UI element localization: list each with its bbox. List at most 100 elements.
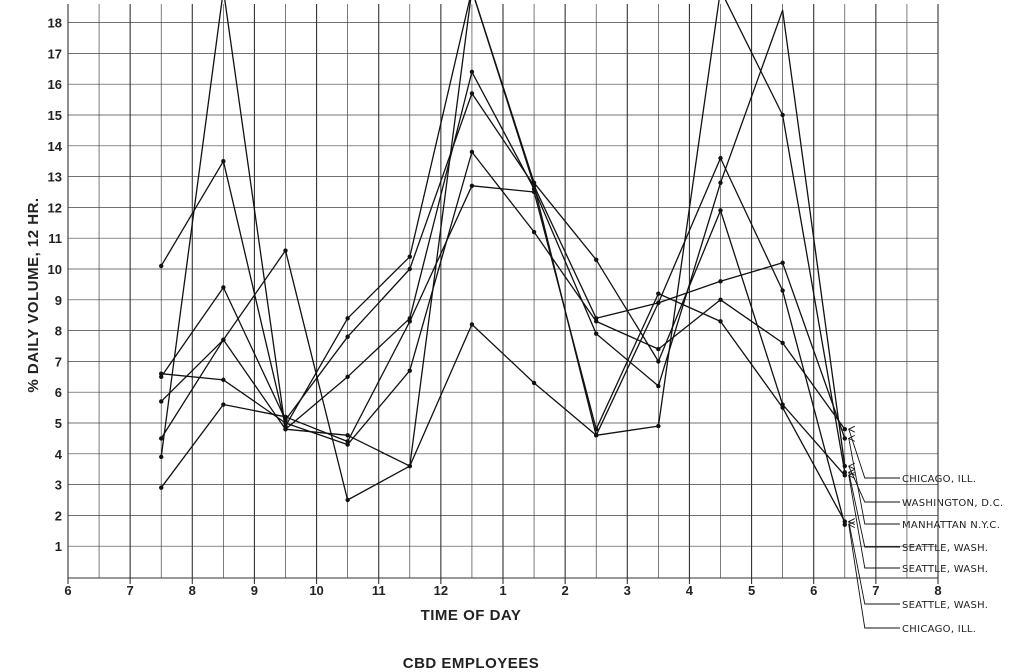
series-line-1 <box>161 151 846 446</box>
leader-line <box>848 524 900 629</box>
leader-line <box>848 429 900 479</box>
data-point <box>780 288 785 293</box>
data-point <box>283 417 288 423</box>
leader-arrow <box>847 518 855 525</box>
series-label: CHICAGO, ILL. <box>902 624 976 635</box>
data-point <box>345 497 350 503</box>
y-tick-label: 12 <box>48 200 62 215</box>
data-point <box>407 463 412 469</box>
y-tick-label: 9 <box>55 293 62 308</box>
data-point <box>718 180 723 185</box>
data-point <box>221 337 226 343</box>
data-point <box>159 485 164 490</box>
x-tick-label: 12 <box>434 583 448 598</box>
leader-arrow <box>847 521 855 529</box>
y-tick-label: 13 <box>48 170 62 185</box>
series-line-5 <box>160 0 846 476</box>
data-point <box>159 399 164 404</box>
data-point <box>531 380 537 386</box>
leader-line <box>848 465 900 503</box>
x-tick-label: 5 <box>748 583 755 598</box>
data-point <box>221 285 226 290</box>
leader-line <box>848 475 900 569</box>
data-point <box>718 319 723 324</box>
data-point <box>159 454 164 460</box>
data-point <box>656 300 661 306</box>
data-point <box>345 374 350 379</box>
data-point <box>407 316 412 321</box>
data-point <box>594 257 599 262</box>
data-point <box>842 522 847 527</box>
y-tick-label: 17 <box>48 46 62 61</box>
data-point <box>718 279 723 284</box>
data-point <box>594 316 599 321</box>
y-tick-label: 6 <box>55 385 62 400</box>
series-label: SEATTLE, WASH. <box>902 543 988 554</box>
leader-line <box>848 472 900 548</box>
data-point <box>345 334 350 339</box>
data-point <box>469 322 475 327</box>
data-point <box>780 340 785 346</box>
y-tick-label: 4 <box>55 447 63 462</box>
data-point <box>469 69 475 75</box>
x-tick-label: 2 <box>562 583 569 598</box>
data-point <box>780 260 785 266</box>
x-tick-label: 8 <box>934 583 941 598</box>
data-point <box>718 155 723 161</box>
x-tick-label: 11 <box>372 583 386 598</box>
y-tick-label: 7 <box>55 354 62 369</box>
data-point <box>842 473 847 478</box>
caption: CBD EMPLOYEES <box>403 655 540 672</box>
data-point <box>407 319 412 324</box>
series-label: WASHINGTON, D.C. <box>902 498 1004 509</box>
data-point <box>159 263 164 269</box>
x-tick-label: 4 <box>686 583 694 598</box>
data-point <box>345 439 350 444</box>
data-point <box>159 374 164 379</box>
data-point <box>842 463 847 469</box>
series-line-7 <box>160 157 846 525</box>
data-point <box>531 186 537 192</box>
series-points <box>159 69 847 527</box>
data-point <box>780 112 785 118</box>
leader-arrow <box>847 434 855 442</box>
data-point <box>345 442 350 447</box>
series-line-6 <box>160 185 846 522</box>
data-point <box>656 291 661 296</box>
y-tick-label: 1 <box>55 539 62 554</box>
y-axis-title: % DAILY VOLUME, 12 HR. <box>25 197 42 392</box>
data-point <box>531 229 537 235</box>
data-point <box>656 423 661 429</box>
x-tick-label: 6 <box>64 583 71 598</box>
data-point <box>594 331 599 336</box>
y-tick-label: 8 <box>55 324 62 339</box>
data-point <box>159 371 164 376</box>
y-tick-label: 16 <box>48 77 62 92</box>
data-point <box>531 189 537 195</box>
data-point <box>842 426 847 432</box>
data-point <box>656 383 661 389</box>
series-label: MANHATTAN N.Y.C. <box>902 520 1000 531</box>
x-tick-label: 7 <box>127 583 134 598</box>
series-label: SEATTLE, WASH. <box>902 600 988 611</box>
data-point <box>656 359 661 364</box>
leader-arrow <box>847 425 855 433</box>
data-point <box>842 470 847 475</box>
series-annotations: CHICAGO, ILL. WASHINGTON, D.C. MANHATTAN N… <box>847 425 1004 635</box>
y-tick-label: 14 <box>48 139 63 154</box>
data-point <box>718 297 723 302</box>
data-point <box>594 426 599 432</box>
y-tick-label: 11 <box>48 231 62 246</box>
data-point <box>283 426 288 432</box>
data-point <box>469 91 475 96</box>
data-point <box>407 254 412 259</box>
data-point <box>842 436 847 441</box>
y-tick-label: 18 <box>48 16 62 31</box>
leader-arrow <box>847 462 855 470</box>
x-tick-label: 6 <box>810 583 817 598</box>
data-point <box>469 149 475 155</box>
y-tick-label: 5 <box>55 416 62 431</box>
data-point <box>780 405 785 410</box>
y-tick-label: 10 <box>48 262 62 277</box>
data-point <box>594 319 599 324</box>
